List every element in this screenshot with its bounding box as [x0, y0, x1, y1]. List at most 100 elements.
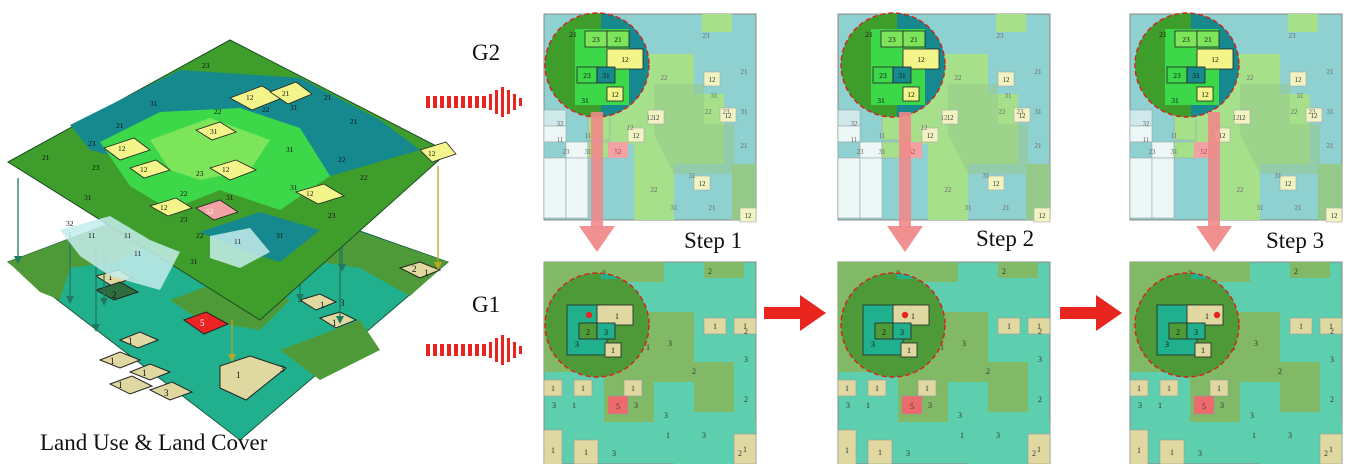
cell-label: 1: [911, 312, 915, 321]
svg-text:1: 1: [118, 380, 123, 390]
svg-text:2: 2: [412, 264, 417, 274]
cell-label: 23: [583, 71, 591, 80]
g1-cell-1: [733, 317, 757, 335]
cell-label: 1: [666, 431, 670, 440]
svg-text:12: 12: [140, 165, 148, 174]
cell-label: 12: [1211, 55, 1219, 64]
cell-label: 21: [1295, 204, 1303, 212]
projection-arrow-step-1: [579, 112, 615, 252]
cell-label: 3: [1138, 401, 1142, 410]
g2-region-23: [702, 14, 732, 32]
svg-text:1: 1: [320, 300, 325, 310]
g1-label: G1: [472, 292, 501, 317]
cell-label: 12: [941, 114, 949, 122]
svg-text:11: 11: [134, 249, 141, 258]
g2-cell-12: [1033, 207, 1051, 223]
svg-text:11: 11: [234, 237, 241, 246]
layer-stack-3d: 52 33 11 21 11 11 31 31: [6, 39, 457, 441]
g1-region-2: [1290, 262, 1330, 278]
g2-cell: [859, 157, 883, 219]
cell-label: 12: [921, 124, 929, 132]
svg-text:12: 12: [222, 165, 230, 174]
svg-text:31: 31: [226, 193, 234, 202]
cell-label: 5: [910, 402, 914, 411]
lens-ring: [840, 272, 946, 378]
cell-label: 2: [1176, 328, 1180, 337]
cell-label: 1: [584, 448, 588, 457]
g1-cell-1: [1129, 429, 1149, 469]
cell-label: 1: [1299, 322, 1303, 331]
cell-label: 31: [581, 96, 589, 105]
cell-label: 31: [711, 92, 719, 100]
cell-label: 21: [1327, 68, 1335, 76]
cell-label: 1: [845, 384, 849, 393]
svg-text:1: 1: [332, 318, 337, 328]
g2-region-21: [948, 84, 1028, 174]
cell-label: 1: [743, 445, 747, 454]
cell-label: 22: [945, 186, 953, 194]
lens-ring: [1134, 272, 1240, 378]
svg-text:1: 1: [110, 356, 115, 366]
projection-arrow-step-3: [1196, 112, 1232, 252]
g1-green-region: [320, 222, 448, 296]
cell-label: 2: [1032, 449, 1036, 458]
g1-cell-5: [901, 395, 923, 415]
cell-label: 2: [986, 367, 990, 376]
cell-label: 32: [851, 120, 859, 128]
cell-label: 1: [1037, 322, 1041, 331]
g1-cell-1: [1159, 439, 1185, 465]
cell-label: 1: [551, 384, 555, 393]
cell-label: 31: [877, 96, 885, 105]
cell-label: 2: [738, 449, 742, 458]
svg-text:3: 3: [280, 364, 285, 374]
cell-label: 3: [1198, 449, 1202, 458]
cell-label: 12: [709, 76, 717, 84]
cell-label: 52: [1201, 148, 1209, 156]
cell-label: 12: [947, 114, 955, 122]
svg-text:12: 12: [160, 203, 168, 212]
cell-label: 1: [1329, 322, 1333, 331]
svg-text:31: 31: [286, 145, 294, 154]
cell-label: 31: [1275, 172, 1283, 180]
svg-text:12: 12: [118, 144, 126, 153]
cell-label: 11: [1171, 132, 1178, 140]
step-arrow-2-3: [1060, 295, 1122, 331]
svg-text:23: 23: [328, 211, 336, 220]
g2-cell: [565, 157, 589, 219]
cell-label: 23: [1182, 35, 1190, 44]
svg-text:32: 32: [66, 219, 74, 228]
cell-label: 31: [898, 71, 906, 80]
cell-label: 23: [723, 108, 731, 116]
cell-label: 21: [1035, 142, 1043, 150]
cell-label: 21: [741, 142, 749, 150]
cell-label: 2: [882, 328, 886, 337]
cell-label: 12: [1295, 76, 1303, 84]
cell-label: 3: [1288, 431, 1292, 440]
cell-label: 1: [878, 448, 882, 457]
cell-label: 2: [1002, 267, 1006, 276]
cell-label: 31: [1005, 92, 1013, 100]
cell-label: 23: [888, 35, 896, 44]
cell-label: 1: [1137, 446, 1141, 455]
svg-text:22: 22: [180, 189, 188, 198]
g1-class1-cells: [94, 261, 442, 401]
cell-label: 5: [1202, 402, 1206, 411]
g1-green-region: [280, 320, 380, 380]
g2-cell: [543, 157, 567, 219]
cell-label: 31: [1171, 148, 1179, 156]
cell-label: 12: [621, 55, 629, 64]
svg-text:11: 11: [88, 231, 95, 240]
cell-label: 23: [1309, 108, 1317, 116]
g1-cell-1: [543, 379, 563, 397]
g2-cell-12: [1233, 109, 1251, 125]
cell-label: 12: [745, 212, 753, 220]
cell-label: 3: [1330, 355, 1334, 364]
cell-label: 3: [1038, 355, 1042, 364]
cell-label: 31: [602, 71, 610, 80]
focus-dot: [585, 311, 593, 319]
cell-label: 23: [879, 71, 887, 80]
cell-label: 2: [1278, 367, 1282, 376]
svg-text:23: 23: [196, 169, 204, 178]
focus-dot: [901, 311, 909, 319]
g2-region-21: [1240, 84, 1320, 174]
